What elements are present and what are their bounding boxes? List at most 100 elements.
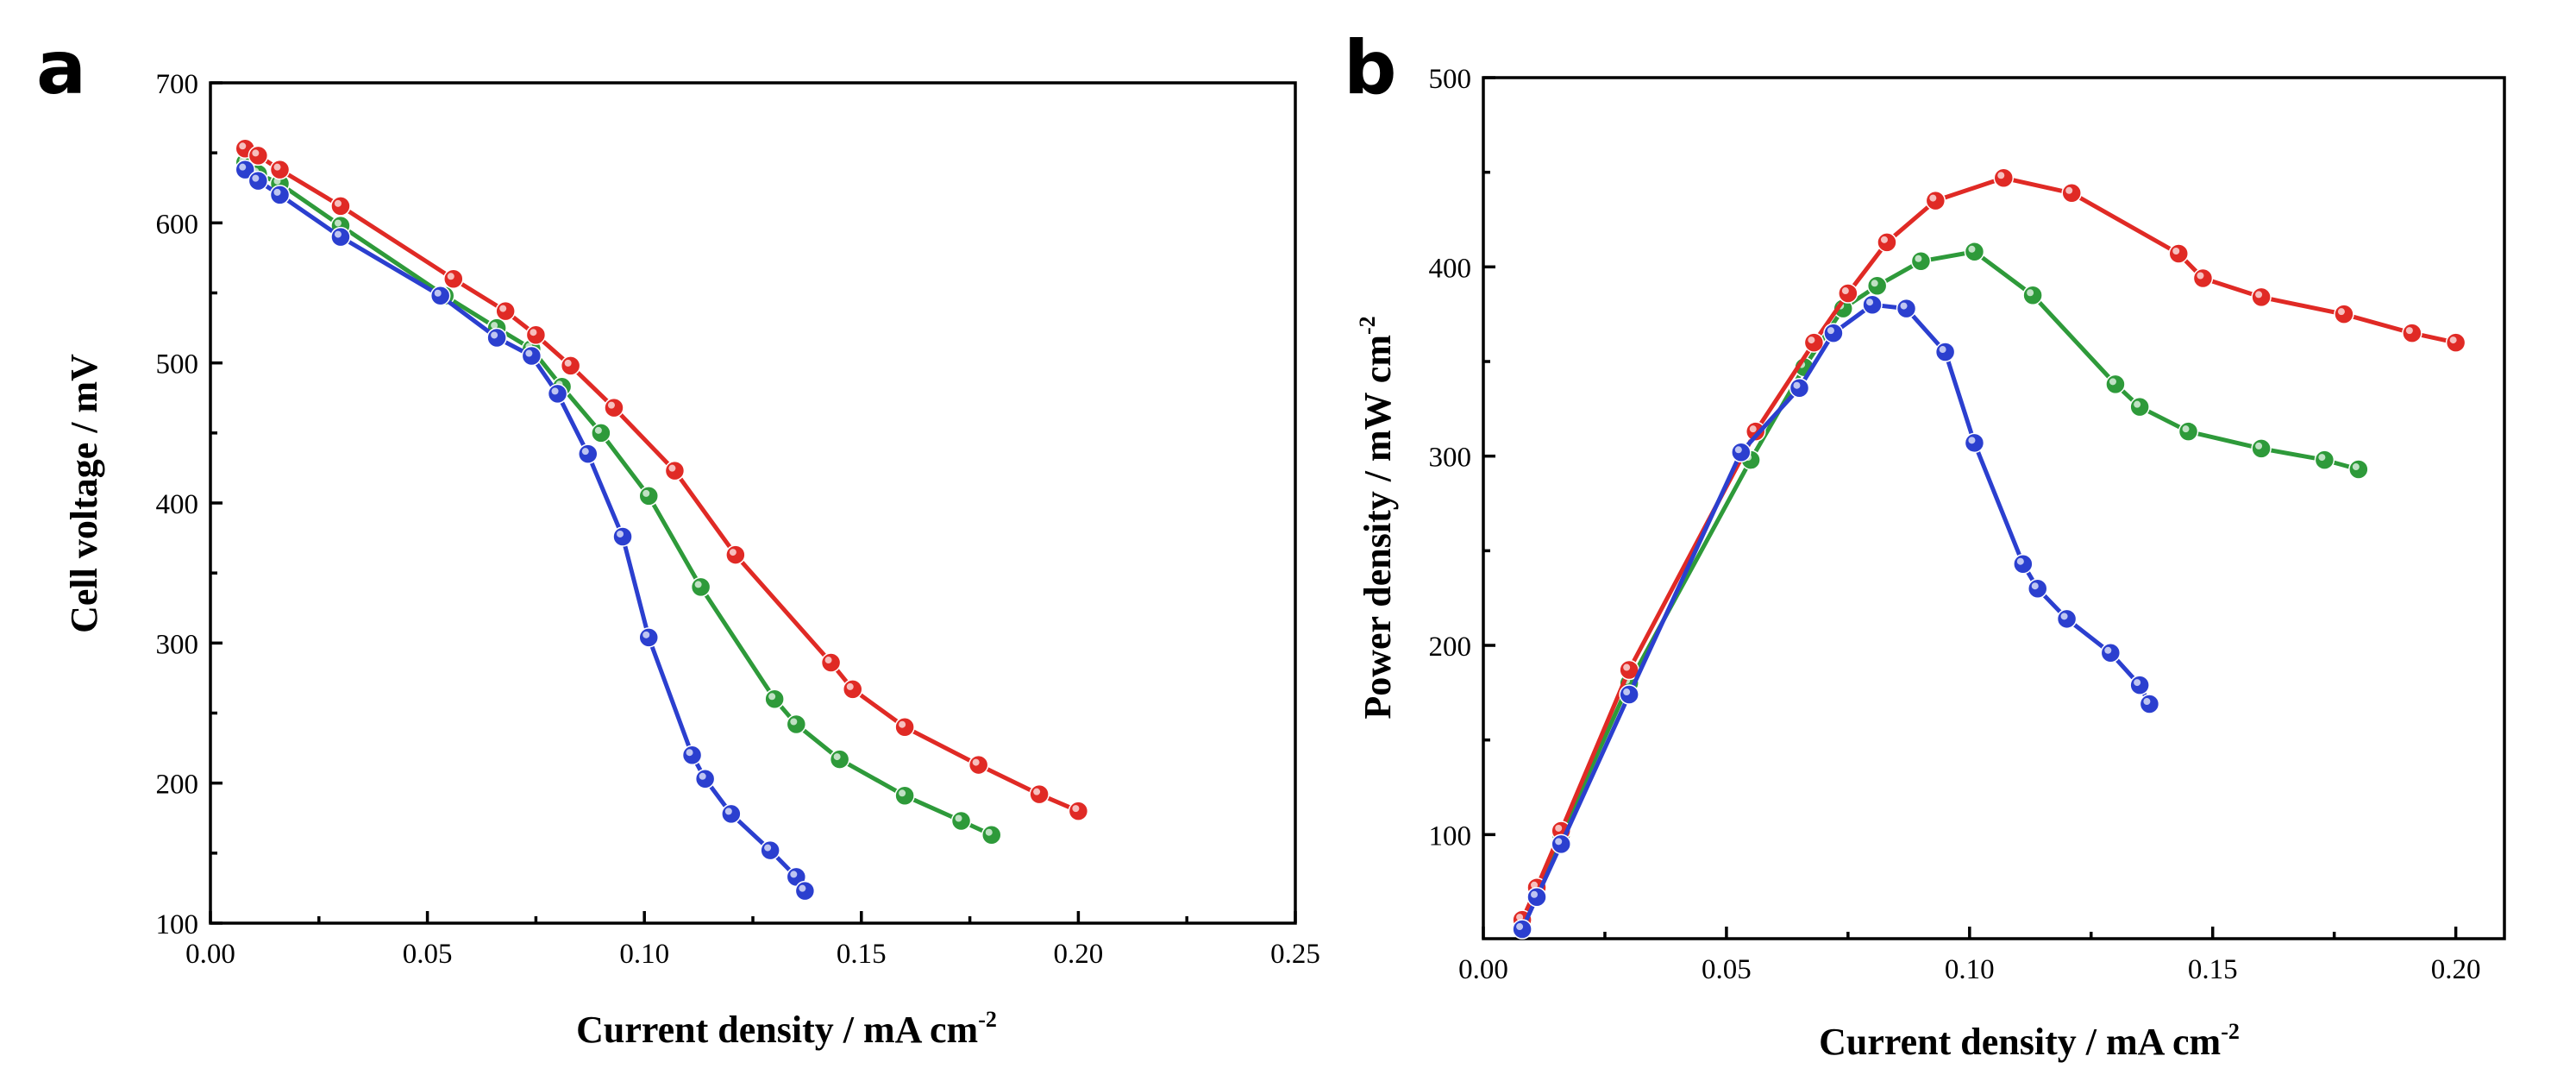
data-point-highlight xyxy=(1968,437,1976,444)
data-point xyxy=(681,745,703,765)
data-point-highlight xyxy=(2134,679,2141,687)
x-tick-label: 0.15 xyxy=(2188,954,2238,985)
data-point-highlight xyxy=(2449,336,2457,344)
data-point xyxy=(269,185,291,205)
data-point xyxy=(1803,332,1825,353)
data-point-highlight xyxy=(1827,327,1834,335)
data-point-highlight xyxy=(594,426,602,434)
data-point xyxy=(269,159,291,180)
data-point-highlight xyxy=(564,359,572,367)
data-point xyxy=(547,383,568,405)
data-point-highlight xyxy=(1623,688,1631,696)
data-point xyxy=(1964,432,1985,454)
data-point-highlight xyxy=(2109,378,2116,386)
data-point xyxy=(2129,396,2150,418)
data-point xyxy=(1838,283,1858,304)
data-point xyxy=(2013,553,2034,575)
data-point xyxy=(1925,190,1946,211)
y-tick-label: 400 xyxy=(156,489,199,520)
data-point-highlight xyxy=(2027,289,2034,297)
data-point-highlight xyxy=(2255,442,2263,449)
data-point xyxy=(2445,332,2466,353)
data-point xyxy=(1877,232,1897,253)
data-point-highlight xyxy=(1915,255,1922,262)
data-point-highlight xyxy=(581,448,589,456)
y-tick-label: 500 xyxy=(1429,64,1472,95)
data-point-highlight xyxy=(799,884,806,892)
data-point-highlight xyxy=(551,387,559,395)
data-point xyxy=(664,460,686,481)
data-point xyxy=(1896,298,1917,319)
data-point-highlight xyxy=(764,844,772,852)
data-point xyxy=(842,679,863,700)
data-point xyxy=(2314,449,2335,470)
data-point-highlight xyxy=(699,772,706,780)
data-point-highlight xyxy=(273,163,281,171)
data-point-highlight xyxy=(2060,613,2068,620)
panel-a-chart: a 0.00 0.05 0.10 0.15 0.20 0.25 100 200 300 400 50… xyxy=(36,25,1320,1051)
data-point-highlight xyxy=(1623,663,1631,671)
data-point-highlight xyxy=(694,581,702,588)
data-point-highlight xyxy=(899,789,906,797)
x-tick-label: 0.20 xyxy=(2431,954,2481,985)
data-point xyxy=(1964,242,1985,262)
data-point-highlight xyxy=(1072,805,1080,813)
data-point-highlight xyxy=(530,329,537,336)
data-point-highlight xyxy=(729,549,736,556)
x-tick-label: 0.05 xyxy=(403,939,453,970)
data-point-highlight xyxy=(617,530,624,538)
data-point xyxy=(2022,285,2043,305)
data-point-highlight xyxy=(1929,194,1937,202)
data-point-highlight xyxy=(252,149,260,157)
series-cpc-9 xyxy=(1512,167,2466,930)
data-point-highlight xyxy=(955,814,962,822)
data-point-highlight xyxy=(273,188,281,196)
data-point-highlight xyxy=(334,219,342,227)
data-point xyxy=(2061,183,2082,204)
panel-a-label: a xyxy=(36,25,86,111)
data-point xyxy=(2105,374,2126,395)
data-point-highlight xyxy=(642,631,650,638)
series-line xyxy=(243,167,807,893)
data-point-highlight xyxy=(1516,923,1524,931)
data-point xyxy=(330,196,351,217)
data-point-highlight xyxy=(1531,881,1539,889)
panel-b-chart: b 0.00 0.05 0.10 0.15 0.20 100 200 300 400 500 Cu… xyxy=(1344,25,2506,1063)
series-cpc-12 xyxy=(1512,294,2160,940)
panel-b-label: b xyxy=(1344,25,1397,111)
x-tick-label: 0.10 xyxy=(619,939,669,970)
data-point xyxy=(638,486,659,506)
data-point-highlight xyxy=(2337,308,2345,316)
panel-a-axes: 0.00 0.05 0.10 0.15 0.20 0.25 100 200 300 400 500 6… xyxy=(156,69,1320,970)
data-point-highlight xyxy=(1871,280,1878,287)
y-tick-label: 300 xyxy=(1429,443,1472,474)
y-tick-label: 200 xyxy=(1429,632,1472,663)
data-point xyxy=(2056,608,2078,630)
data-point xyxy=(760,839,780,861)
data-point-highlight xyxy=(499,305,507,312)
data-point-highlight xyxy=(2182,425,2190,433)
data-point xyxy=(604,397,624,418)
data-point-highlight xyxy=(2405,327,2413,335)
data-point-highlight xyxy=(2065,186,2073,194)
data-point xyxy=(429,285,451,306)
data-point xyxy=(2348,459,2369,480)
data-point-highlight xyxy=(824,657,832,664)
data-point xyxy=(591,423,611,443)
data-point xyxy=(1862,294,1883,315)
data-point-highlight xyxy=(790,718,798,726)
data-point-highlight xyxy=(1749,425,1757,433)
data-point-highlight xyxy=(846,682,854,690)
data-point-highlight xyxy=(833,753,841,761)
data-point xyxy=(690,576,711,598)
y-tick-label: 100 xyxy=(156,909,199,940)
data-point xyxy=(2251,286,2272,308)
data-point-highlight xyxy=(1734,446,1742,454)
data-point-highlight xyxy=(2104,646,2112,654)
data-point-highlight xyxy=(1866,299,1874,306)
data-point xyxy=(443,268,464,290)
data-point-highlight xyxy=(334,230,342,238)
y-tick-label: 500 xyxy=(156,349,199,380)
data-point xyxy=(1789,377,1810,399)
panel-a-y-axis-title: Cell voltage / mV xyxy=(63,354,105,633)
